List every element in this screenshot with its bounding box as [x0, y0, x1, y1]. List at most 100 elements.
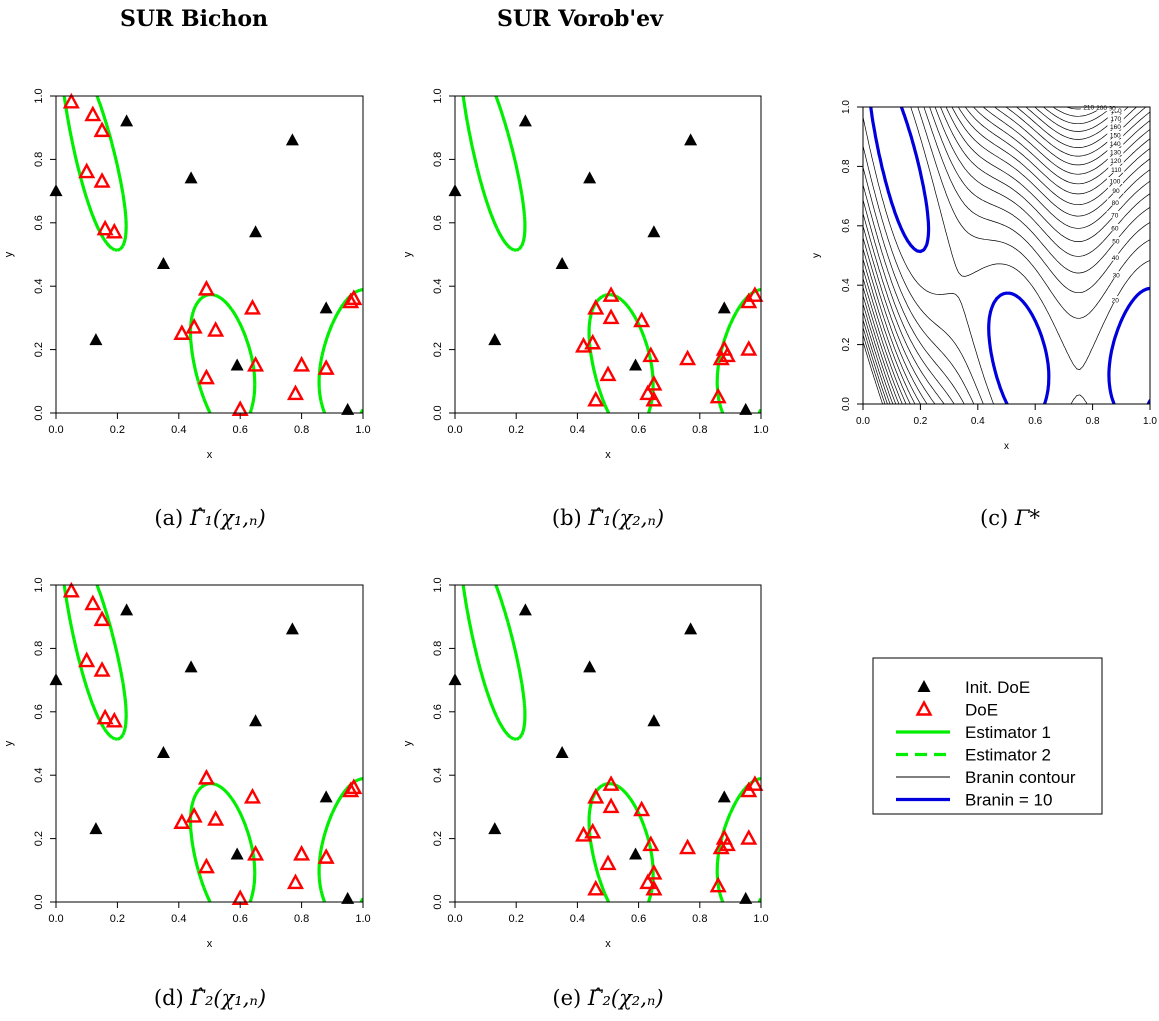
contour-label-bg: [1108, 271, 1125, 279]
x-tick-label: 0.4: [570, 424, 585, 436]
y-tick-label: 0.6: [432, 215, 444, 230]
panel-d: 0.0 0.2 0.4 0.6 0.8 1.0 x 0.0 0.2 0.4 0.6 0.8 1.0 y (d…: [3, 577, 371, 1010]
legend-item: DoE: [915, 699, 998, 720]
x-tick-label: 0.6: [233, 913, 248, 925]
doe-point: [584, 333, 602, 350]
x-tick-label: 0.2: [913, 416, 927, 427]
x-axis-e: 0.0 0.2 0.4 0.6 0.8 1.0 x: [447, 902, 769, 950]
legend-label: Branin = 10: [965, 791, 1052, 810]
x-tick-label: 0.0: [856, 416, 870, 427]
x-tick-label: 1.0: [355, 913, 370, 925]
y-axis-label: y: [3, 251, 15, 257]
y-axis-e: 0.0 0.2 0.4 0.6 0.8 1.0 y: [402, 577, 455, 910]
contour-line-80: [863, 107, 1150, 404]
contour-label: 160: [1110, 124, 1121, 131]
doe-point: [645, 863, 663, 880]
init-doe-point: [319, 790, 333, 803]
init-doe-point: [717, 790, 731, 803]
x-tick-label: 0.8: [692, 424, 707, 436]
x-tick-label: 0.2: [509, 913, 524, 925]
contour-line-50: [863, 107, 1150, 404]
doe-point: [173, 813, 191, 829]
x-tick-label: 0.0: [48, 424, 63, 436]
plot-area-b: [461, 96, 761, 413]
contour-label-bg: [1107, 296, 1124, 304]
init-doe-point: [717, 301, 731, 314]
init-doe-point: [89, 333, 103, 346]
plot-area-e: [461, 585, 761, 902]
y-tick-label: 0.2: [841, 337, 852, 351]
init-doe-point: [285, 622, 299, 635]
estimator-1-curve: [461, 96, 761, 413]
doe-point: [602, 775, 620, 791]
contour-label: 210: [1083, 105, 1094, 112]
caption-c: (c) Γ*: [980, 506, 1040, 530]
x-tick-label: 0.8: [294, 913, 309, 925]
init-doe-point: [488, 822, 502, 835]
contour-line-110: [863, 107, 1150, 404]
contour-line-150: [863, 107, 1147, 404]
x-axis-label: x: [605, 938, 611, 950]
init-doe-point: [184, 660, 198, 673]
x-axis-label: x: [207, 938, 213, 950]
doe-point: [78, 162, 96, 179]
legend-item: Init. DoE: [917, 678, 1030, 697]
legend-item: Branin contour: [896, 768, 1076, 787]
init-doe-point: [89, 822, 103, 835]
init-doe-point: [684, 133, 698, 146]
contour-line-210: [863, 107, 1090, 404]
x-tick-label: 0.6: [631, 424, 646, 436]
y-tick-label: 1.0: [432, 577, 444, 592]
contour-label: 170: [1110, 116, 1121, 123]
contour-label-bg: [1107, 139, 1124, 147]
y-tick-label: 0.6: [33, 215, 45, 230]
doe-point: [645, 390, 663, 407]
doe-point: [96, 708, 114, 725]
doe-point: [93, 121, 111, 138]
doe-point: [645, 879, 663, 896]
caption-label: (e): [552, 986, 588, 1010]
doe-point: [173, 324, 191, 340]
plot-frame-a: [55, 95, 364, 414]
init-doe-point: [684, 622, 698, 635]
doe-point: [712, 349, 730, 366]
legend-box: [872, 657, 1103, 815]
doe-point: [633, 311, 651, 328]
x-tick-label: 0.4: [171, 424, 186, 436]
x-tick-label: 0.0: [447, 424, 462, 436]
contour-line-130: [863, 107, 1150, 404]
y-tick-label: 1.0: [33, 88, 45, 103]
y-tick-label: 0.0: [432, 405, 444, 420]
doe-point: [247, 355, 265, 372]
doe-point: [62, 581, 80, 598]
init-doe-point: [518, 603, 532, 616]
y-tick-label: 0.4: [432, 768, 444, 783]
x-axis-a: 0.0 0.2 0.4 0.6 0.8 1.0 x: [48, 413, 371, 461]
doe-point: [587, 787, 605, 804]
contour-line-170: [863, 107, 1129, 404]
doe-point: [642, 835, 660, 852]
contour-line-160: [863, 107, 1137, 404]
doe-point: [587, 298, 605, 315]
estimator-1-curve: [62, 96, 363, 413]
legend-item: Branin = 10: [896, 791, 1052, 810]
doe-point: [740, 829, 758, 845]
contour-label-bg: [1102, 104, 1119, 112]
legend-label: Branin contour: [965, 768, 1076, 787]
contour-label-bg: [1107, 156, 1124, 164]
x-tick-label: 0.4: [570, 913, 585, 925]
y-tick-label: 0.4: [841, 278, 852, 292]
contour-label: 180: [1111, 108, 1122, 115]
plot-frame-e: [454, 584, 762, 903]
y-tick-label: 0.4: [33, 279, 45, 294]
estimator-2-curve: [461, 585, 761, 902]
init-doe-point: [629, 358, 643, 371]
y-tick-label: 1.0: [432, 88, 444, 103]
doe-point: [712, 838, 730, 855]
panel-a: 0.0 0.2 0.4 0.6 0.8 1.0 x 0.0 0.2 0.4 0.6 0.8 1.0 y (a…: [3, 88, 371, 530]
y-tick-label: 0.0: [33, 894, 45, 909]
plot-frame-c: [862, 106, 1151, 405]
init-doe-point: [156, 257, 170, 270]
caption-math: Γ̂₁(χ₂,ₙ): [587, 506, 664, 530]
